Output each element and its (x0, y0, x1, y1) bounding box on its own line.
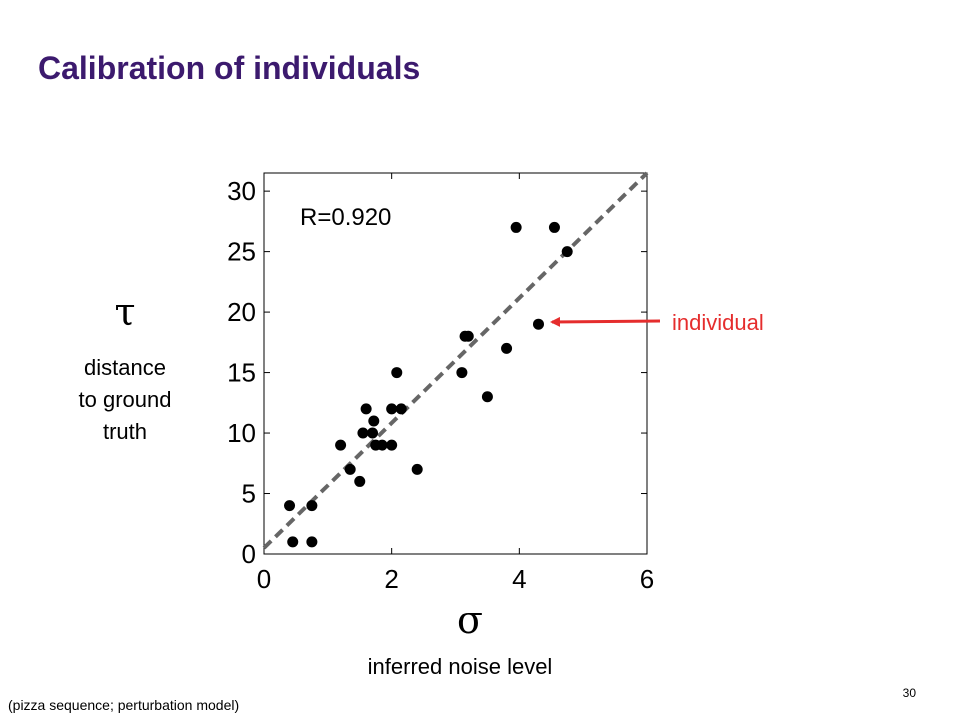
y-axis-description-line: truth (102, 419, 148, 444)
y-tick-label: 5 (242, 479, 256, 509)
plot-frame (263, 172, 648, 555)
x-tick-label: 2 (384, 564, 398, 594)
data-point (360, 403, 372, 415)
y-axis-symbol: τ (114, 290, 136, 334)
correlation-annotation: R=0.920 (300, 204, 391, 231)
data-point (456, 367, 468, 379)
data-point (335, 439, 347, 451)
data-point (287, 536, 299, 548)
highlighted-data-point (532, 318, 544, 330)
x-tick-label: 6 (640, 564, 654, 594)
page-number: 30 (902, 686, 916, 700)
y-axis-description-line: distance (84, 355, 166, 380)
data-point (354, 475, 366, 487)
data-point (284, 500, 296, 512)
callout-arrow (550, 316, 661, 327)
y-tick-label: 25 (227, 237, 256, 267)
data-point (306, 536, 318, 548)
x-tick-label: 4 (512, 564, 526, 594)
data-point (306, 500, 318, 512)
y-tick-label: 15 (227, 358, 256, 388)
data-point (344, 463, 356, 475)
data-point (368, 415, 380, 427)
footnote: (pizza sequence; perturbation model) (8, 697, 240, 713)
data-point (376, 439, 388, 451)
data-point (510, 221, 522, 233)
y-tick-label: 0 (242, 539, 256, 569)
y-tick-label: 20 (227, 297, 256, 327)
data-point (501, 342, 513, 354)
data-point (391, 367, 403, 379)
x-tick-label: 0 (257, 564, 271, 594)
y-axis-description-line: to ground (78, 387, 172, 412)
individual-callout-label: individual (672, 310, 764, 335)
data-point (462, 330, 474, 342)
x-axis-description: inferred noise level (367, 654, 553, 679)
data-point (561, 246, 573, 258)
y-axis-description: distance to ground truth (60, 352, 190, 448)
data-point (395, 403, 407, 415)
data-point (548, 221, 560, 233)
data-point (411, 463, 423, 475)
data-point (367, 427, 379, 439)
fit-line (262, 171, 649, 550)
data-point (386, 403, 398, 415)
data-point (481, 391, 493, 403)
x-axis-symbol: σ (457, 598, 483, 642)
slide-title: Calibration of individuals (38, 50, 421, 86)
y-tick-label: 10 (227, 418, 256, 448)
data-point (386, 439, 398, 451)
data-point (357, 427, 369, 439)
y-tick-label: 30 (227, 176, 256, 206)
